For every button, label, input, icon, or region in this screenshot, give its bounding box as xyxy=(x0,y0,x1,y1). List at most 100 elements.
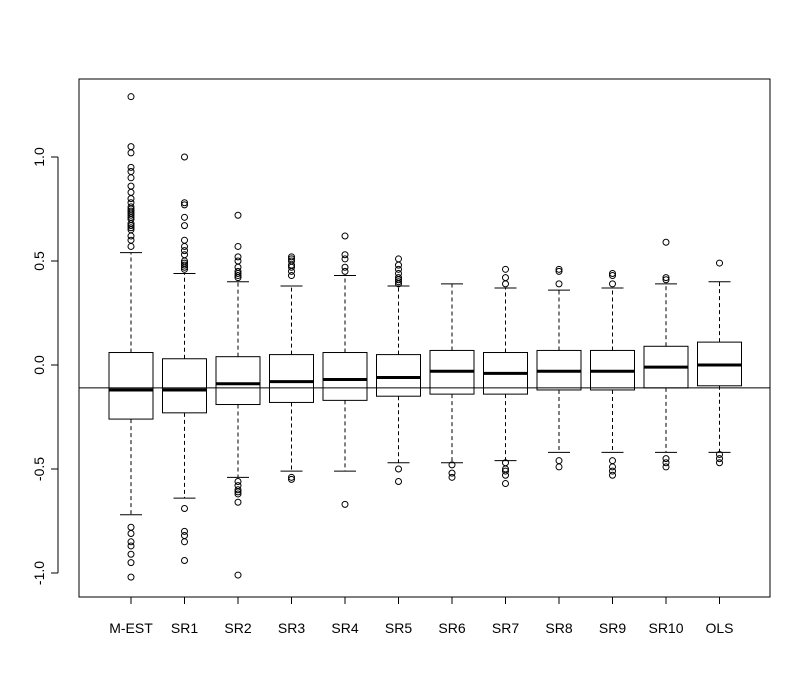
outlier-point xyxy=(716,450,723,458)
box-group xyxy=(215,211,261,579)
outlier-point xyxy=(288,267,295,275)
outlier-point xyxy=(502,467,509,475)
outlier-point xyxy=(181,247,188,255)
outlier-point xyxy=(395,261,402,269)
outlier-point xyxy=(127,559,135,567)
outlier-point xyxy=(234,269,242,277)
outlier-point xyxy=(288,263,295,271)
x-tick-label: SR5 xyxy=(385,620,412,636)
x-tick-label: SR8 xyxy=(545,620,572,636)
outlier-point xyxy=(234,242,242,250)
box-group xyxy=(643,238,689,471)
outlier-point xyxy=(341,500,349,508)
box xyxy=(215,356,261,406)
outlier-point xyxy=(502,265,509,273)
outlier-point xyxy=(181,265,188,273)
outlier-point xyxy=(288,253,295,261)
box-group xyxy=(322,232,368,508)
outlier-point xyxy=(341,255,349,263)
outlier-point xyxy=(288,473,295,481)
outlier-point xyxy=(716,455,723,463)
x-tick-label: SR6 xyxy=(438,620,465,636)
outlier-point xyxy=(234,486,242,494)
outlier-point xyxy=(234,571,242,579)
outlier-point xyxy=(127,168,135,176)
x-tick-label: SR10 xyxy=(648,620,683,636)
outlier-point xyxy=(127,242,135,250)
box-group xyxy=(536,265,582,471)
y-tick-label: 0.0 xyxy=(31,355,47,375)
outlier-point xyxy=(181,222,188,230)
outlier-point xyxy=(127,550,135,558)
outlier-point xyxy=(181,251,188,259)
outlier-point xyxy=(448,469,456,477)
outlier-point xyxy=(555,267,563,275)
x-tick-label: SR1 xyxy=(171,620,198,636)
outlier-point xyxy=(341,251,349,259)
outlier-point xyxy=(609,280,616,288)
outlier-point xyxy=(234,272,242,280)
x-tick-label: SR2 xyxy=(224,620,251,636)
outlier-point xyxy=(181,527,188,535)
y-tick-label: -0.5 xyxy=(31,457,47,481)
outlier-point xyxy=(127,149,135,157)
outlier-point xyxy=(555,457,563,465)
outlier-point xyxy=(662,459,670,467)
box xyxy=(376,354,421,397)
outlier-point xyxy=(127,529,135,537)
outlier-point xyxy=(234,274,242,282)
outlier-point xyxy=(555,280,563,288)
box-group xyxy=(162,153,207,565)
x-tick-label: SR3 xyxy=(278,620,305,636)
box-group xyxy=(697,259,742,467)
box xyxy=(322,352,368,401)
box-group xyxy=(376,255,421,485)
x-tick-label: SR4 xyxy=(331,620,358,636)
outlier-point xyxy=(609,467,616,475)
box-group xyxy=(429,283,475,481)
y-axis: -1.0 -0.5 0.0 0.5 1.0 xyxy=(31,147,59,585)
outlier-point xyxy=(234,488,242,496)
x-tick-label: SR9 xyxy=(599,620,626,636)
outlier-point xyxy=(127,523,135,531)
outlier-point xyxy=(181,261,188,269)
x-tick-label: OLS xyxy=(705,620,733,636)
outlier-point xyxy=(181,557,188,565)
outlier-point xyxy=(127,93,135,101)
outlier-point xyxy=(181,505,188,513)
outlier-point xyxy=(234,211,242,219)
box xyxy=(269,354,314,403)
outlier-point xyxy=(341,267,349,275)
outlier-point xyxy=(181,153,188,161)
outlier-point xyxy=(127,182,135,190)
outlier-point xyxy=(609,269,616,277)
x-axis: M-EST SR1 SR2 SR3 SR4 SR5 SR6 SR7 SR8 SR9 SR10 OLS xyxy=(109,596,734,636)
outlier-point xyxy=(234,253,242,261)
outlier-point xyxy=(662,455,670,463)
outlier-point xyxy=(395,477,402,485)
outlier-point xyxy=(127,236,135,244)
y-tick-label: 0.5 xyxy=(31,251,47,271)
y-tick-label: -1.0 xyxy=(31,561,47,585)
x-tick-label: SR7 xyxy=(492,620,519,636)
box xyxy=(108,352,154,420)
outlier-point xyxy=(395,465,402,473)
outlier-point xyxy=(234,490,242,498)
outlier-point xyxy=(127,174,135,182)
outlier-point xyxy=(181,213,188,221)
outlier-point xyxy=(609,457,616,465)
outlier-point xyxy=(502,274,509,282)
outlier-point xyxy=(448,461,456,469)
outlier-point xyxy=(716,459,723,467)
outlier-point xyxy=(609,471,616,479)
outlier-point xyxy=(127,143,135,151)
outlier-point xyxy=(662,276,670,284)
outlier-point xyxy=(127,195,135,203)
outlier-point xyxy=(127,232,135,240)
box-group xyxy=(483,265,528,488)
outlier-point xyxy=(181,199,188,207)
outlier-point xyxy=(395,255,402,263)
outlier-point xyxy=(181,263,188,271)
outlier-point xyxy=(127,211,135,219)
outlier-point xyxy=(662,463,670,471)
